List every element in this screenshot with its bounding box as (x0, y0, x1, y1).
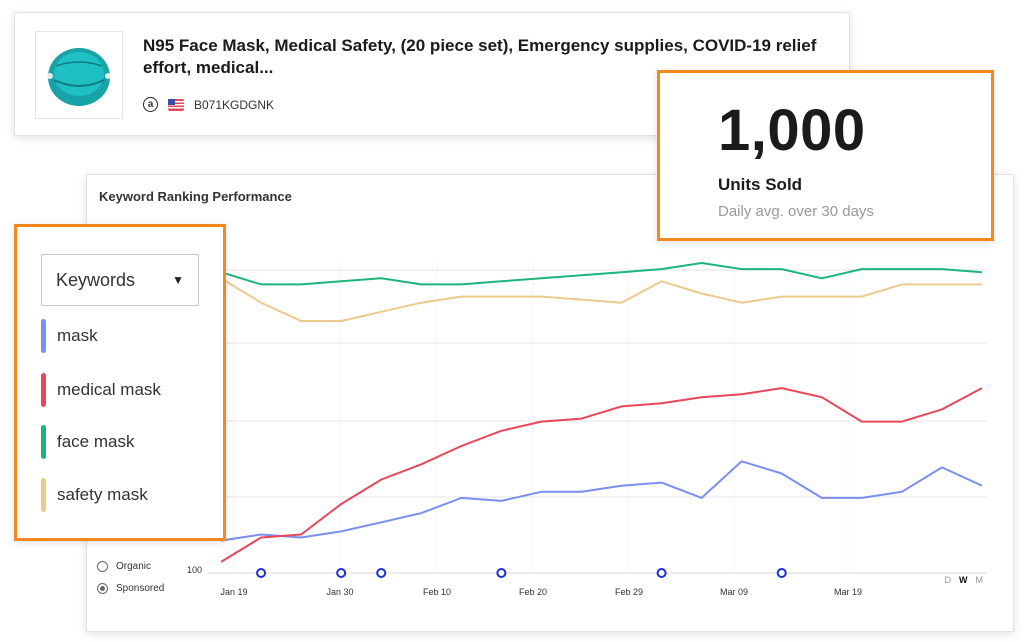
legend-item-face-mask[interactable]: face mask (41, 425, 134, 459)
event-marker-icon (336, 568, 347, 578)
units-sold-sublabel: Daily avg. over 30 days (718, 203, 874, 220)
series-line-mask (220, 460, 983, 542)
range-daily[interactable]: D (944, 575, 952, 585)
event-marker-icon (496, 568, 507, 578)
keywords-dropdown[interactable]: Keywords ▼ (41, 254, 199, 306)
series-line-medical-mask (220, 387, 983, 563)
legend-item-mask[interactable]: mask (41, 319, 98, 353)
chart-title: Keyword Ranking Performance (99, 189, 292, 204)
legend-swatch-medical-mask (41, 373, 46, 407)
x-tick-label: Mar 19 (834, 587, 862, 597)
event-marker-icon (776, 568, 787, 578)
y-tick-label: 100 (187, 565, 202, 575)
mask-product-icon (47, 48, 111, 106)
legend-item-medical-mask[interactable]: medical mask (41, 373, 161, 407)
legend-swatch-safety-mask (41, 478, 46, 512)
event-marker-icon (656, 568, 667, 578)
x-tick-label: Jan 19 (220, 587, 247, 597)
event-marker-icon (376, 568, 387, 578)
series-line-face-mask (220, 262, 983, 286)
x-tick-label: Feb 29 (615, 587, 643, 597)
units-sold-value: 1,000 (718, 98, 866, 163)
legend-swatch-mask (41, 319, 46, 353)
keyword-legend-card: Keywords ▼ mask medical mask face mask s… (14, 224, 226, 541)
legend-label-face-mask: face mask (57, 432, 135, 451)
chart-canvas: Jan 19 Jan 30 Feb 10 Feb 20 Feb 29 Mar 09 Mar … (187, 262, 987, 597)
radio-organic[interactable]: Organic (97, 555, 164, 577)
x-tick-label: Feb 10 (423, 587, 451, 597)
units-sold-card: 1,000 Units Sold Daily avg. over 30 days (657, 70, 994, 241)
legend-swatch-face-mask (41, 425, 46, 459)
radio-organic-label: Organic (116, 560, 152, 572)
units-sold-label: Units Sold (718, 175, 803, 194)
product-image[interactable] (35, 31, 123, 119)
legend-label-mask: mask (57, 326, 98, 345)
range-monthly[interactable]: M (975, 575, 984, 585)
asin-text: B071KGDGNK (194, 97, 275, 112)
range-toggle: D W M (945, 575, 984, 585)
amazon-icon: a (143, 97, 158, 112)
product-meta: a B071KGDGNK (143, 97, 274, 112)
product-title[interactable]: N95 Face Mask, Medical Safety, (20 piece… (143, 36, 817, 77)
ad-type-filter: Organic Sponsored (97, 555, 164, 599)
keyword-ranking-chart: Keyword Ranking Performance Jan 19 Jan 30… (86, 174, 1014, 632)
radio-organic-circle[interactable] (97, 560, 108, 572)
radio-sponsored[interactable]: Sponsored (97, 577, 164, 599)
radio-sponsored-circle[interactable] (97, 582, 108, 594)
x-tick-label: Mar 09 (720, 587, 748, 597)
radio-sponsored-label: Sponsored (116, 582, 165, 594)
range-weekly[interactable]: W (959, 575, 968, 585)
x-tick-label: Jan 30 (326, 587, 353, 597)
keywords-dropdown-label: Keywords (56, 269, 136, 290)
legend-label-safety-mask: safety mask (57, 485, 148, 504)
event-marker-icon (256, 568, 267, 578)
series-line-safety-mask (220, 277, 982, 322)
caret-down-icon: ▼ (172, 273, 184, 287)
legend-label-medical-mask: medical mask (57, 380, 161, 399)
us-flag-icon (168, 98, 184, 111)
legend-item-safety-mask[interactable]: safety mask (41, 478, 148, 512)
x-tick-label: Feb 20 (519, 587, 547, 597)
